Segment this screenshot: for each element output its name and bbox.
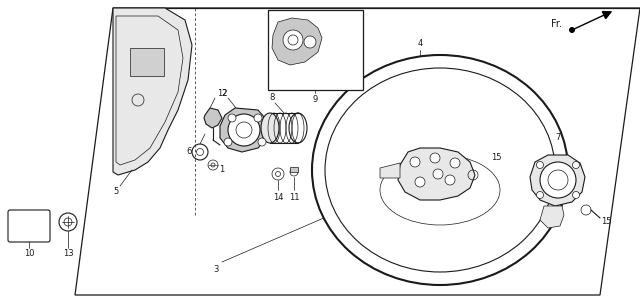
Text: Fr.: Fr. [551, 19, 562, 29]
Text: 4: 4 [417, 39, 422, 48]
Bar [268, 10, 363, 90]
Polygon shape [220, 108, 268, 152]
Text: 5: 5 [113, 187, 118, 196]
Text: 11: 11 [289, 193, 300, 202]
Polygon shape [272, 18, 322, 65]
Text: 10: 10 [24, 249, 35, 259]
Polygon shape [204, 108, 222, 128]
Circle shape [228, 114, 236, 122]
Text: 9: 9 [312, 94, 317, 103]
Circle shape [304, 36, 316, 48]
Circle shape [224, 138, 232, 146]
Text: 2: 2 [221, 89, 227, 97]
Circle shape [573, 191, 579, 199]
Circle shape [410, 157, 420, 167]
Polygon shape [398, 148, 475, 200]
Polygon shape [380, 163, 400, 178]
Circle shape [536, 161, 543, 169]
Bar [290, 167, 298, 172]
FancyArrowPatch shape [575, 12, 611, 29]
Circle shape [236, 122, 252, 138]
Text: 7: 7 [556, 133, 561, 143]
Circle shape [433, 169, 443, 179]
Circle shape [536, 191, 543, 199]
Text: 15: 15 [491, 153, 501, 162]
Circle shape [228, 114, 260, 146]
Ellipse shape [312, 55, 568, 285]
Circle shape [445, 175, 455, 185]
Circle shape [573, 161, 579, 169]
Text: H: H [24, 219, 35, 233]
Text: 6: 6 [186, 147, 192, 156]
Circle shape [450, 158, 460, 168]
Circle shape [283, 30, 303, 50]
Bar [130, 48, 164, 76]
Text: 13: 13 [63, 249, 74, 259]
Polygon shape [113, 8, 192, 175]
Text: 14: 14 [273, 193, 284, 202]
Text: 12: 12 [217, 89, 227, 98]
Ellipse shape [261, 113, 279, 143]
Text: 15: 15 [601, 217, 611, 227]
Circle shape [430, 153, 440, 163]
Text: 1: 1 [220, 166, 225, 175]
Circle shape [258, 138, 266, 146]
Ellipse shape [325, 68, 555, 272]
Circle shape [415, 177, 425, 187]
Text: 3: 3 [213, 266, 219, 274]
Circle shape [540, 162, 576, 198]
Polygon shape [75, 8, 640, 295]
Circle shape [254, 114, 262, 122]
Polygon shape [540, 206, 564, 228]
FancyBboxPatch shape [8, 210, 50, 242]
Text: 8: 8 [269, 94, 275, 103]
Polygon shape [530, 155, 585, 206]
Circle shape [569, 27, 575, 33]
